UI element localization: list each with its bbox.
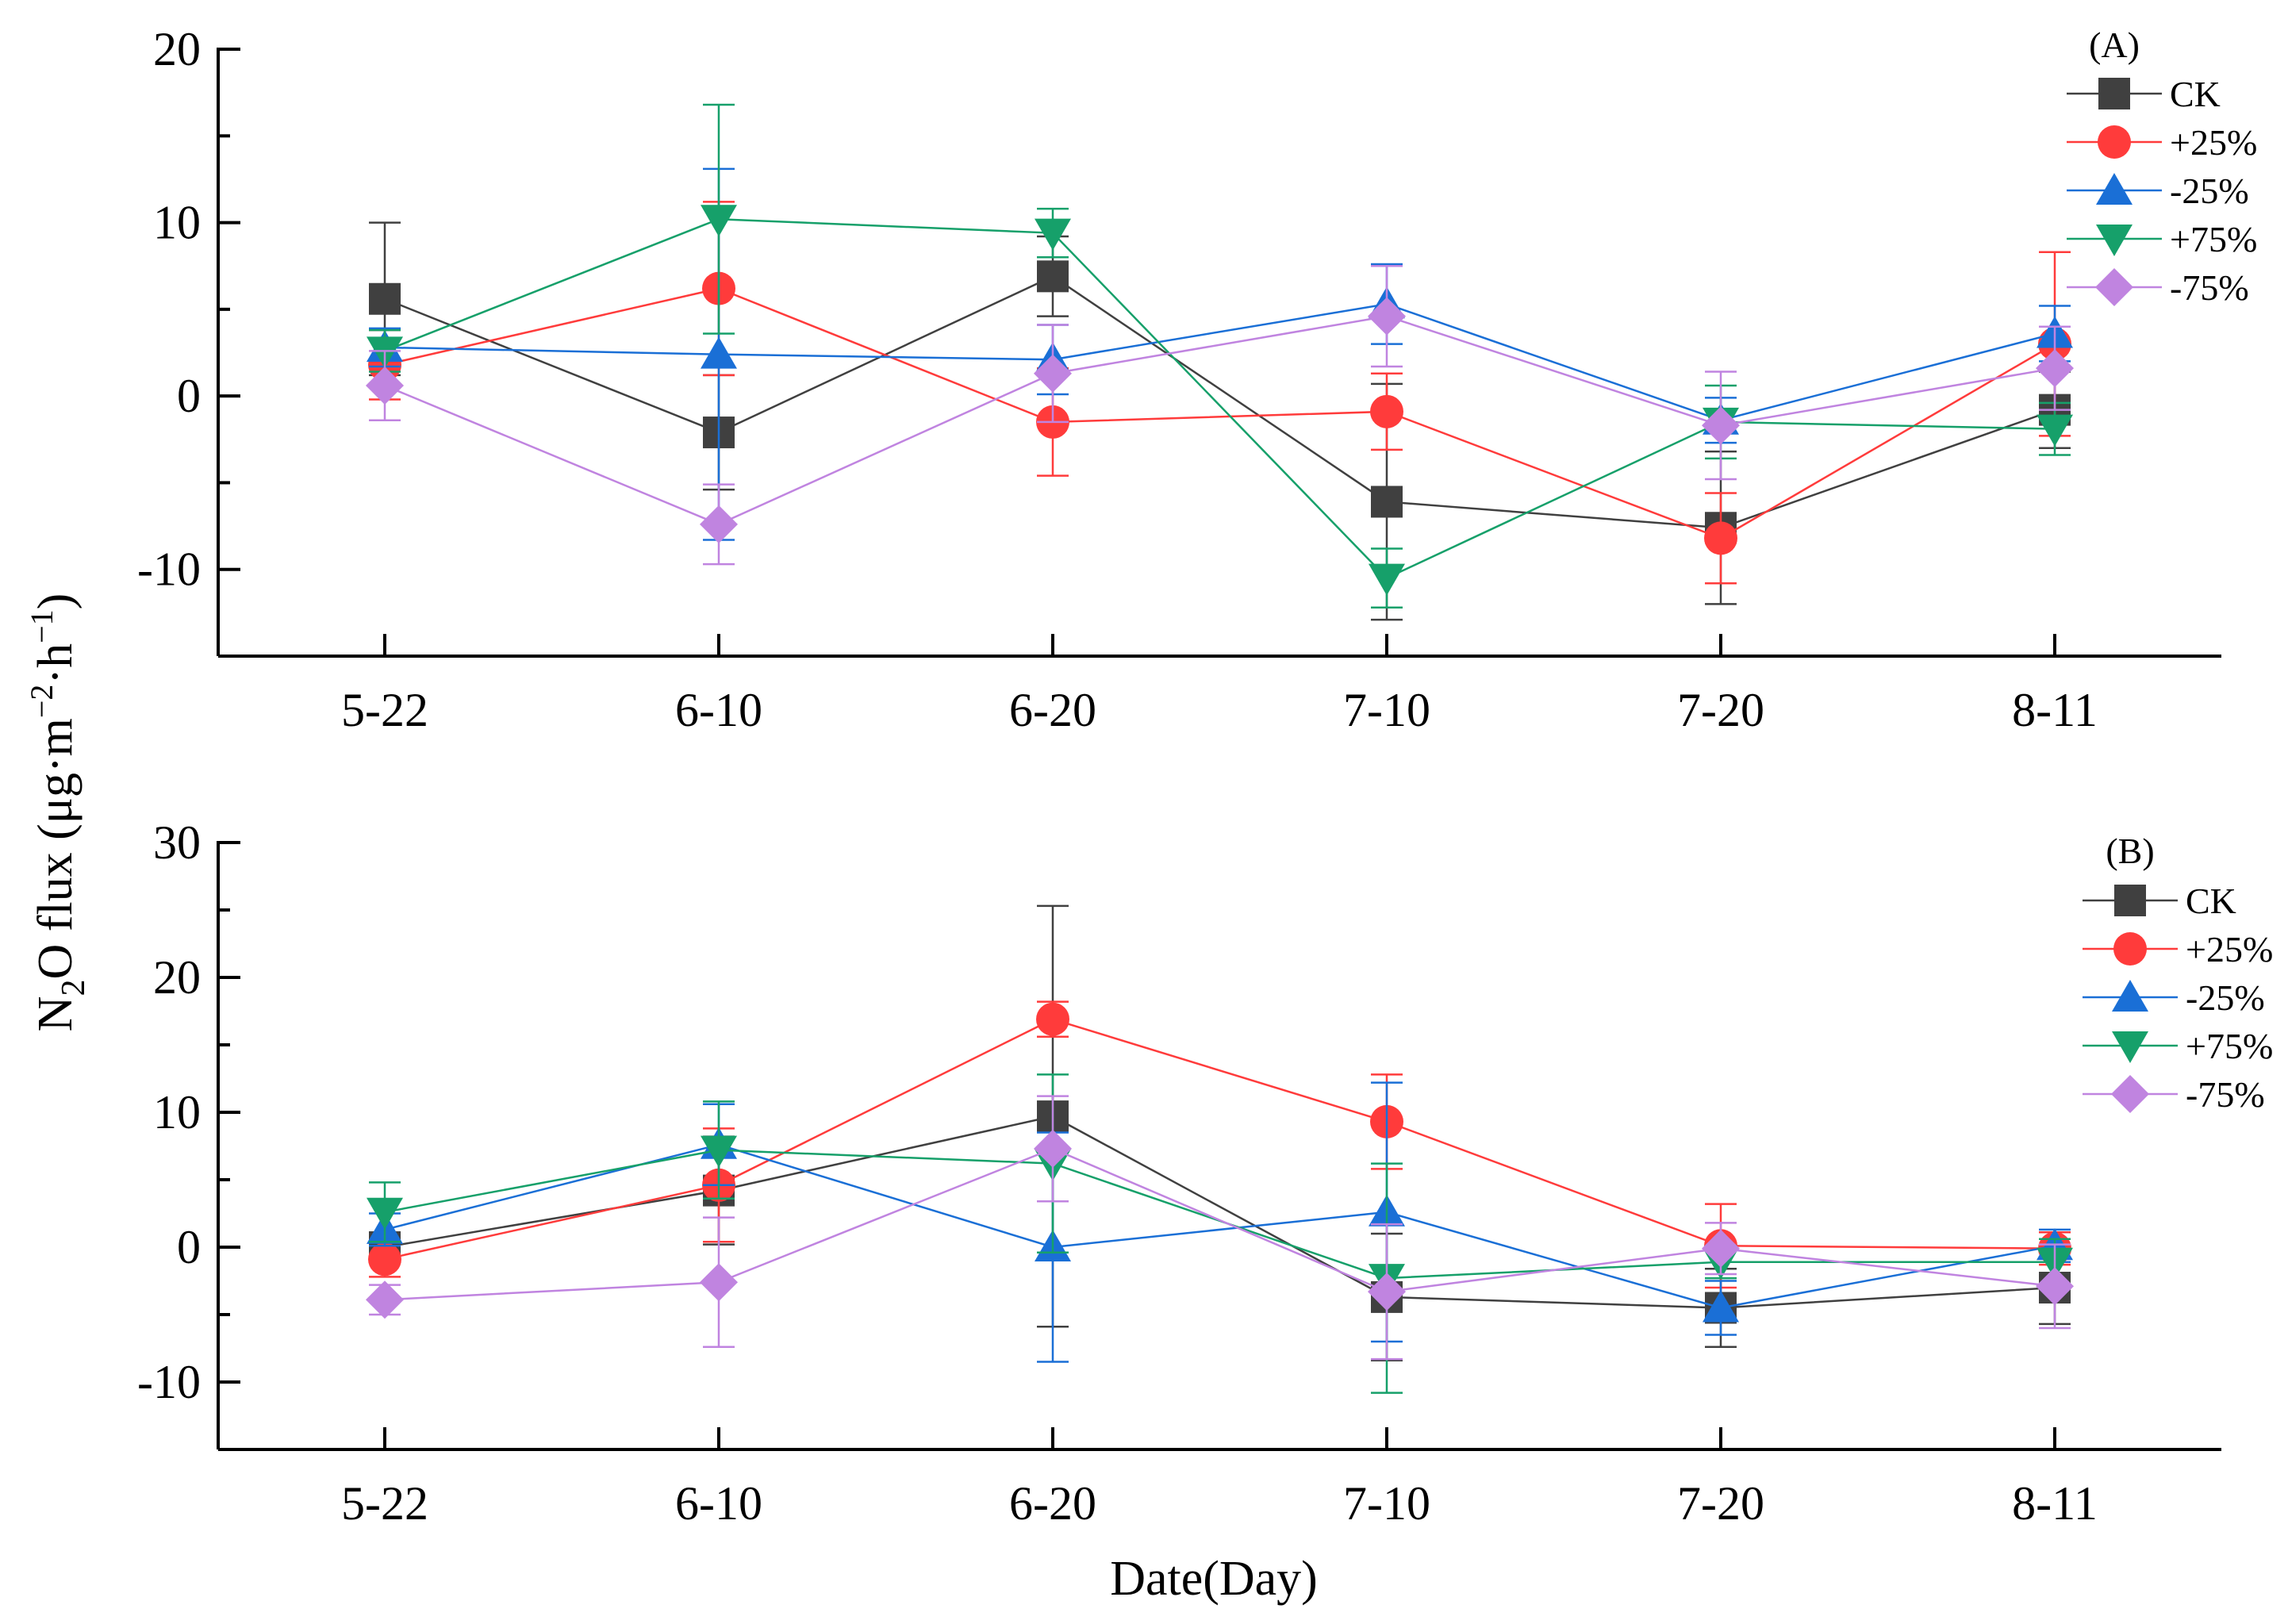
data-point-plus75 bbox=[2037, 414, 2073, 447]
x-tick-label: 6-20 bbox=[1009, 684, 1096, 736]
data-point-minus75 bbox=[1702, 406, 1740, 445]
data-point-minus75 bbox=[366, 367, 404, 405]
panel-a: -10 0 10 20 5-22 6-10 6-20 7-10 7-20 8-11 (A) CK +25… bbox=[137, 23, 2257, 736]
panel-b: -10 0 10 20 30 5-22 6-10 6-20 7-10 7-20 8-11 (B) CK +… bbox=[137, 816, 2273, 1530]
data-point-minus75 bbox=[366, 1280, 404, 1319]
data-point-plus25 bbox=[1370, 394, 1403, 428]
y-tick-label: 20 bbox=[153, 951, 201, 1004]
legend-marker-plus75 bbox=[2096, 225, 2133, 256]
data-point-minus75 bbox=[2036, 349, 2074, 388]
panel-label: (A) bbox=[2089, 25, 2140, 65]
data-point-plus75 bbox=[701, 1135, 737, 1168]
data-point-minus75 bbox=[1368, 1273, 1406, 1311]
legend-marker-minus75 bbox=[2111, 1075, 2149, 1113]
series-line-minus75 bbox=[384, 1147, 2056, 1301]
y-tick-label: 30 bbox=[153, 816, 201, 869]
x-tick-label: 8-11 bbox=[2012, 684, 2098, 736]
legend-label-ck: CK bbox=[2170, 74, 2221, 114]
data-point-minus25 bbox=[701, 336, 737, 369]
data-point-ck bbox=[1037, 260, 1069, 293]
series-line-plus75 bbox=[384, 217, 2056, 580]
legend-marker-minus25 bbox=[2096, 173, 2133, 205]
x-tick-label: 5-22 bbox=[341, 684, 428, 736]
legend: CK +25% -25% +75% -75% bbox=[2067, 74, 2257, 308]
x-tick-label: 8-11 bbox=[2012, 1477, 2098, 1530]
legend-marker-minus25 bbox=[2112, 980, 2148, 1012]
series-line-plus25 bbox=[384, 287, 2056, 539]
data-point-plus75 bbox=[701, 205, 737, 237]
x-tick-label: 7-20 bbox=[1677, 684, 1764, 736]
legend-label-plus25: +25% bbox=[2186, 929, 2273, 969]
data-point-plus25 bbox=[1704, 521, 1737, 555]
legend-label-minus25: -25% bbox=[2186, 977, 2265, 1018]
legend-label-plus75: +75% bbox=[2170, 219, 2257, 259]
x-tick-label: 7-10 bbox=[1343, 1477, 1430, 1530]
y-tick-label: 0 bbox=[177, 1221, 201, 1273]
y-tick-label: -10 bbox=[137, 543, 201, 596]
x-tick-label: 6-10 bbox=[675, 684, 762, 736]
data-point-minus75 bbox=[2036, 1267, 2074, 1306]
data-point-plus25 bbox=[1036, 1002, 1069, 1036]
data-point-minus75 bbox=[1368, 297, 1406, 336]
data-point-minus75 bbox=[700, 1263, 738, 1302]
series-line-ck bbox=[384, 275, 2056, 529]
panel-label: (B) bbox=[2106, 831, 2154, 871]
data-point-ck bbox=[369, 282, 401, 315]
series-line-plus75 bbox=[384, 1149, 2055, 1280]
series-line-plus25 bbox=[384, 1018, 2056, 1261]
data-point-plus75 bbox=[1369, 563, 1405, 596]
data-point-plus75 bbox=[1035, 218, 1071, 251]
data-point-minus75 bbox=[1034, 1129, 1072, 1168]
x-tick-label: 6-20 bbox=[1009, 1477, 1096, 1530]
y-tick-label: -10 bbox=[137, 1356, 201, 1408]
data-point-minus75 bbox=[1702, 1229, 1740, 1268]
y-tick-label: 10 bbox=[153, 1086, 201, 1138]
data-point-ck bbox=[1371, 486, 1403, 518]
legend-marker-ck bbox=[2098, 78, 2130, 109]
series-line-minus75 bbox=[384, 315, 2056, 526]
legend: CK +25% -25% +75% -75% bbox=[2083, 881, 2273, 1115]
legend-label-minus75: -75% bbox=[2186, 1074, 2265, 1115]
legend-label-plus25: +25% bbox=[2170, 122, 2257, 163]
data-point-minus75 bbox=[1034, 354, 1072, 393]
series-line-ck bbox=[384, 1115, 2056, 1309]
x-tick-label: 7-10 bbox=[1343, 684, 1430, 736]
legend-marker-plus25 bbox=[2113, 932, 2147, 966]
legend-label-ck: CK bbox=[2186, 881, 2236, 921]
x-tick-label: 7-20 bbox=[1677, 1477, 1764, 1530]
legend-marker-plus25 bbox=[2098, 125, 2131, 159]
y-axis-title: N2O flux (μg·m−2·h−1) bbox=[24, 593, 92, 1032]
legend-marker-minus75 bbox=[2095, 268, 2133, 306]
x-tick-label: 6-10 bbox=[675, 1477, 762, 1530]
legend-label-minus25: -25% bbox=[2170, 171, 2249, 211]
legend-marker-ck bbox=[2114, 885, 2146, 916]
data-point-minus75 bbox=[700, 505, 738, 543]
y-tick-label: 20 bbox=[153, 23, 201, 75]
y-tick-label: 0 bbox=[177, 370, 201, 422]
series-line-minus25 bbox=[384, 303, 2056, 422]
x-tick-label: 5-22 bbox=[341, 1477, 428, 1530]
legend-label-minus75: -75% bbox=[2170, 267, 2249, 308]
data-point-minus25 bbox=[1703, 1290, 1739, 1323]
y-tick-label: 10 bbox=[153, 197, 201, 249]
data-point-plus25 bbox=[368, 1242, 401, 1277]
x-axis-title: Date(Day) bbox=[1110, 1552, 1318, 1606]
legend-marker-plus75 bbox=[2112, 1031, 2148, 1063]
data-point-plus75 bbox=[367, 1197, 403, 1230]
legend-label-plus75: +75% bbox=[2186, 1026, 2273, 1066]
series-line-minus25 bbox=[384, 1143, 2056, 1309]
